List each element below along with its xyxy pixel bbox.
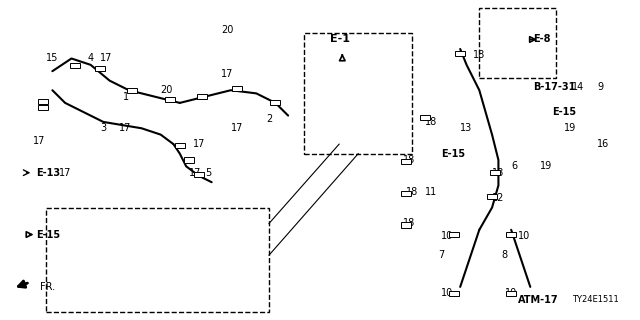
Bar bbox=[487, 194, 497, 199]
Bar bbox=[38, 105, 48, 110]
Bar bbox=[232, 86, 243, 91]
Text: 17: 17 bbox=[189, 168, 202, 178]
Text: 18: 18 bbox=[406, 187, 419, 197]
Bar bbox=[70, 63, 80, 68]
Text: E-15: E-15 bbox=[441, 149, 465, 159]
Text: E-15: E-15 bbox=[36, 229, 61, 240]
Text: 17: 17 bbox=[221, 69, 234, 79]
Text: 18: 18 bbox=[492, 168, 504, 178]
Text: 17: 17 bbox=[59, 168, 71, 178]
Bar bbox=[175, 143, 185, 148]
Text: FR.: FR. bbox=[40, 282, 55, 292]
Bar bbox=[304, 33, 412, 154]
Text: E-8: E-8 bbox=[534, 35, 551, 44]
Bar bbox=[455, 51, 465, 56]
Text: B-17-31: B-17-31 bbox=[534, 82, 576, 92]
Text: 6: 6 bbox=[511, 161, 517, 171]
Text: ATM-17: ATM-17 bbox=[518, 295, 558, 305]
Bar bbox=[197, 94, 207, 99]
Text: 4: 4 bbox=[88, 53, 93, 63]
Text: 17: 17 bbox=[119, 123, 132, 133]
Bar bbox=[127, 88, 137, 93]
Text: 11: 11 bbox=[425, 187, 437, 197]
Text: 3: 3 bbox=[100, 123, 106, 133]
Text: E-15: E-15 bbox=[552, 108, 577, 117]
Text: 10: 10 bbox=[441, 231, 453, 241]
Text: 17: 17 bbox=[231, 123, 243, 133]
Text: E-1: E-1 bbox=[330, 35, 349, 44]
Text: 8: 8 bbox=[502, 250, 508, 260]
Bar bbox=[184, 157, 195, 163]
Text: 10: 10 bbox=[518, 231, 530, 241]
Text: 2: 2 bbox=[266, 114, 272, 124]
Text: 15: 15 bbox=[46, 53, 58, 63]
Bar bbox=[46, 208, 269, 312]
Bar bbox=[401, 191, 411, 196]
Bar bbox=[401, 159, 411, 164]
Text: 19: 19 bbox=[540, 161, 552, 171]
Bar bbox=[506, 291, 516, 296]
Bar bbox=[506, 232, 516, 237]
Text: 10: 10 bbox=[505, 288, 517, 298]
Bar bbox=[38, 99, 48, 104]
Text: 13: 13 bbox=[460, 123, 472, 133]
Text: TY24E1511: TY24E1511 bbox=[572, 295, 618, 304]
Text: 14: 14 bbox=[572, 82, 584, 92]
Bar bbox=[194, 172, 204, 177]
Bar bbox=[270, 100, 280, 105]
Bar bbox=[479, 8, 556, 77]
Bar bbox=[401, 222, 411, 228]
Bar bbox=[95, 67, 105, 71]
Text: 18: 18 bbox=[473, 50, 485, 60]
Text: 18: 18 bbox=[403, 219, 415, 228]
Text: 18: 18 bbox=[425, 117, 437, 127]
Text: 12: 12 bbox=[492, 193, 504, 203]
Bar bbox=[449, 232, 459, 237]
Text: 18: 18 bbox=[403, 155, 415, 165]
Text: 17: 17 bbox=[100, 53, 113, 63]
Bar bbox=[420, 115, 430, 120]
Text: 10: 10 bbox=[441, 288, 453, 298]
Text: E-13: E-13 bbox=[36, 168, 61, 178]
Text: 16: 16 bbox=[597, 139, 609, 149]
Text: 17: 17 bbox=[33, 136, 45, 146]
Text: 9: 9 bbox=[597, 82, 604, 92]
Text: 19: 19 bbox=[564, 123, 576, 133]
Text: 20: 20 bbox=[161, 85, 173, 95]
Text: 7: 7 bbox=[438, 250, 444, 260]
Text: 17: 17 bbox=[193, 139, 205, 149]
Bar bbox=[165, 97, 175, 102]
Bar bbox=[490, 170, 500, 175]
Text: 1: 1 bbox=[122, 92, 129, 101]
Text: 20: 20 bbox=[221, 25, 234, 35]
Text: 5: 5 bbox=[205, 168, 212, 178]
Bar bbox=[449, 291, 459, 296]
